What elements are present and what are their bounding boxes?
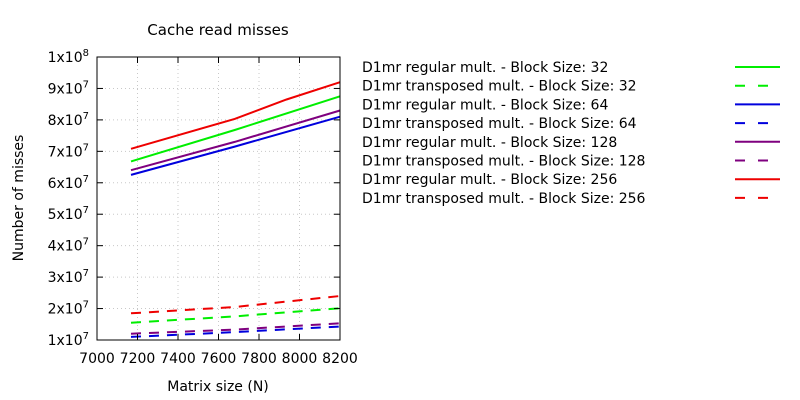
legend-label: D1mr regular mult. - Block Size: 256: [362, 172, 617, 188]
series-line-1: [130, 95, 341, 163]
grid: [96, 56, 341, 341]
chart-title: Cache read misses: [147, 21, 289, 39]
y-tick-label: 6x107: [48, 174, 89, 192]
y-tick-label: 2x107: [48, 300, 89, 318]
x-tick-label: 7200: [120, 351, 156, 367]
x-tick-label: 7600: [201, 351, 237, 367]
series-line-6: [130, 322, 341, 335]
y-tick-label: 7x107: [48, 142, 89, 160]
series-line-4: [130, 325, 341, 338]
x-tick-label: 8000: [282, 351, 318, 367]
x-axis-ticks: 7000 7200 7400 7600 7800 8000 8200: [79, 57, 358, 367]
x-tick-label: 7400: [160, 351, 196, 367]
series-line-7: [130, 81, 341, 150]
legend-label: D1mr transposed mult. - Block Size: 64: [362, 116, 637, 132]
legend-label: D1mr transposed mult. - Block Size: 32: [362, 79, 637, 95]
legend-label: D1mr transposed mult. - Block Size: 128: [362, 154, 645, 170]
series-lines: [130, 81, 341, 338]
legend-label: D1mr regular mult. - Block Size: 32: [362, 60, 608, 76]
y-tick-label: 1x108: [48, 48, 89, 66]
series-line-8: [130, 295, 341, 315]
y-tick-label: 8x107: [48, 111, 89, 129]
series-line-3: [130, 115, 341, 176]
series-line-2: [130, 307, 341, 324]
y-tick-label: 1x107: [48, 331, 89, 349]
y-axis-label: Number of misses: [11, 135, 27, 262]
series-line-5: [130, 109, 341, 172]
y-tick-label: 5x107: [48, 205, 89, 223]
y-tick-label: 4x107: [48, 237, 89, 255]
legend-label: D1mr transposed mult. - Block Size: 256: [362, 191, 646, 207]
legend-label: D1mr regular mult. - Block Size: 64: [362, 97, 608, 113]
y-tick-label: 9x107: [48, 79, 89, 97]
legend-label: D1mr regular mult. - Block Size: 128: [362, 135, 617, 151]
x-axis-label: Matrix size (N): [167, 379, 269, 395]
x-tick-label: 7800: [241, 351, 277, 367]
legend: D1mr regular mult. - Block Size: 32 D1mr …: [362, 60, 780, 207]
x-tick-label: 7000: [79, 351, 115, 367]
y-axis-ticks: 1x107 2x107 3x107 4x107 5x107 6x107 7x107 8x107…: [48, 48, 340, 349]
x-tick-label: 8200: [322, 351, 358, 367]
y-tick-label: 3x107: [48, 268, 89, 286]
